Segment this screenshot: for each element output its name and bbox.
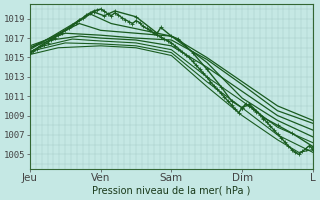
X-axis label: Pression niveau de la mer( hPa ): Pression niveau de la mer( hPa ) <box>92 186 251 196</box>
